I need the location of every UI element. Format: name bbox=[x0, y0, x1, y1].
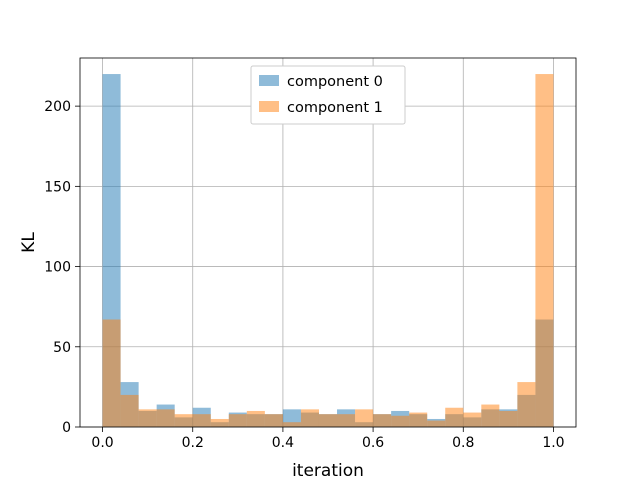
y-tick-label-2: 100 bbox=[44, 260, 71, 276]
legend-label-component-1: component 1 bbox=[287, 100, 383, 116]
bar-series-1-bin-12 bbox=[318, 414, 338, 427]
x-tick-label-3: 0.6 bbox=[362, 435, 384, 451]
x-tick-label-2: 0.4 bbox=[272, 435, 294, 451]
x-tick-label-5: 1.0 bbox=[542, 435, 564, 451]
bar-series-1-bin-5 bbox=[192, 414, 211, 427]
bar-series-1-bin-8 bbox=[246, 410, 265, 427]
bar-series-1-bin-1 bbox=[120, 394, 139, 427]
x-axis-title: iteration bbox=[292, 461, 364, 480]
bar-series-1-bin-0 bbox=[102, 319, 121, 427]
legend-label-component-0: component 0 bbox=[287, 74, 383, 90]
y-axis-title: KL bbox=[19, 232, 39, 253]
x-tick-label-4: 0.8 bbox=[452, 435, 474, 451]
ticks: 0.0 0.2 0.4 0.6 0.8 1.0 0 50 100 150 200 bbox=[44, 99, 564, 451]
bar-series-1-bin-13 bbox=[337, 414, 356, 427]
bar-series-1-bin-16 bbox=[391, 415, 410, 427]
bar-series-1-bin-4 bbox=[174, 414, 193, 427]
bar-series-1-bin-14 bbox=[355, 409, 374, 427]
y-tick-label-3: 150 bbox=[44, 179, 71, 195]
bar-series-1-bin-2 bbox=[138, 409, 157, 427]
bar-series-1-bin-7 bbox=[228, 414, 247, 427]
bar-series-1-bin-18 bbox=[427, 420, 446, 427]
bar-series-1-bin-10 bbox=[282, 422, 301, 427]
bar-series-1-bin-19 bbox=[445, 407, 464, 427]
y-tick-label-1: 50 bbox=[53, 340, 71, 356]
legend-swatch-component-1 bbox=[259, 101, 279, 112]
legend-swatch-component-0 bbox=[259, 75, 279, 86]
y-tick-label-4: 200 bbox=[44, 99, 71, 115]
bar-series-1-bin-9 bbox=[264, 414, 283, 427]
bar-series-1-bin-15 bbox=[373, 414, 392, 427]
bar-series-1-bin-20 bbox=[463, 412, 482, 427]
bars bbox=[102, 74, 554, 427]
bar-series-1-bin-22 bbox=[499, 410, 518, 427]
y-tick-label-0: 0 bbox=[62, 420, 71, 436]
plot-frame bbox=[79, 57, 577, 428]
bar-series-1-bin-3 bbox=[156, 409, 175, 427]
bar-series-1-bin-21 bbox=[481, 404, 500, 427]
bar-series-1-bin-6 bbox=[210, 418, 229, 427]
legend-box bbox=[250, 65, 406, 125]
bar-series-1-bin-24 bbox=[535, 74, 554, 427]
bar-series-1-bin-23 bbox=[517, 382, 536, 427]
bar-series-1-bin-17 bbox=[409, 412, 428, 427]
legend: component 0 component 1 bbox=[250, 65, 406, 125]
x-tick-label-1: 0.2 bbox=[182, 435, 204, 451]
bar-series-1-bin-11 bbox=[300, 409, 319, 427]
x-tick-label-0: 0.0 bbox=[91, 435, 113, 451]
